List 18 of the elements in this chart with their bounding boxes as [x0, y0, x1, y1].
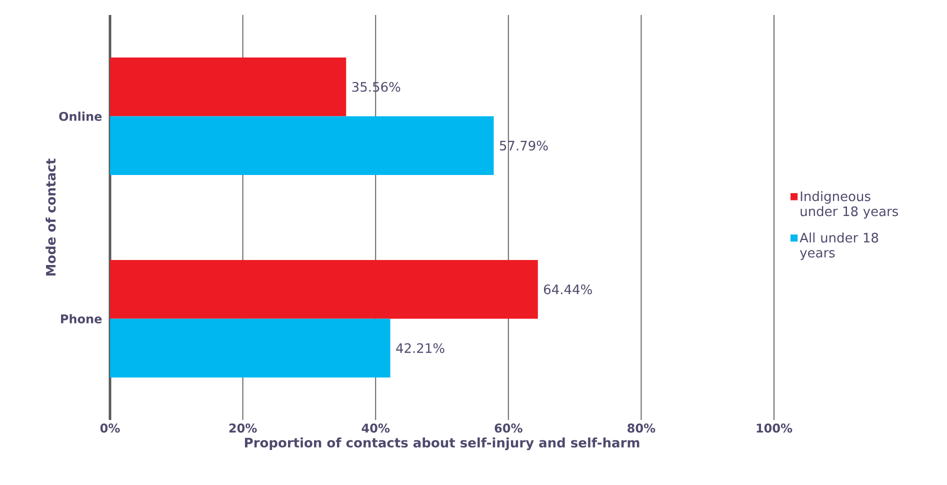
legend-label: All under 18 years: [800, 232, 878, 260]
data-label: 64.44%: [544, 284, 592, 294]
bar: [110, 116, 494, 175]
y-tick-label: Online: [59, 112, 102, 121]
x-axis-title: Proportion of contacts about self-injury and self-harm: [244, 437, 640, 450]
x-tick-label: 0%: [100, 424, 120, 433]
x-tick-label: 80%: [628, 424, 656, 433]
x-tick-label: 100%: [756, 424, 792, 433]
legend-label: Indigneous under 18 years: [800, 191, 898, 219]
x-tick-label: 60%: [494, 424, 522, 433]
data-label: 42.21%: [396, 343, 444, 354]
x-tick-label: 20%: [229, 424, 257, 433]
y-axis-title: Mode of contact: [46, 158, 56, 276]
bar: [110, 260, 538, 319]
y-tick-label: Phone: [61, 314, 102, 324]
bar: [110, 318, 390, 378]
bar: [110, 58, 346, 116]
x-tick-label: 40%: [362, 424, 390, 433]
